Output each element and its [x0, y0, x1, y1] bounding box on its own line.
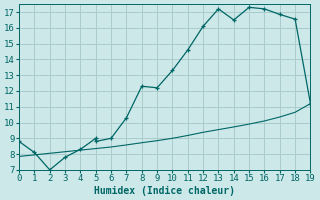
X-axis label: Humidex (Indice chaleur): Humidex (Indice chaleur)	[94, 186, 235, 196]
